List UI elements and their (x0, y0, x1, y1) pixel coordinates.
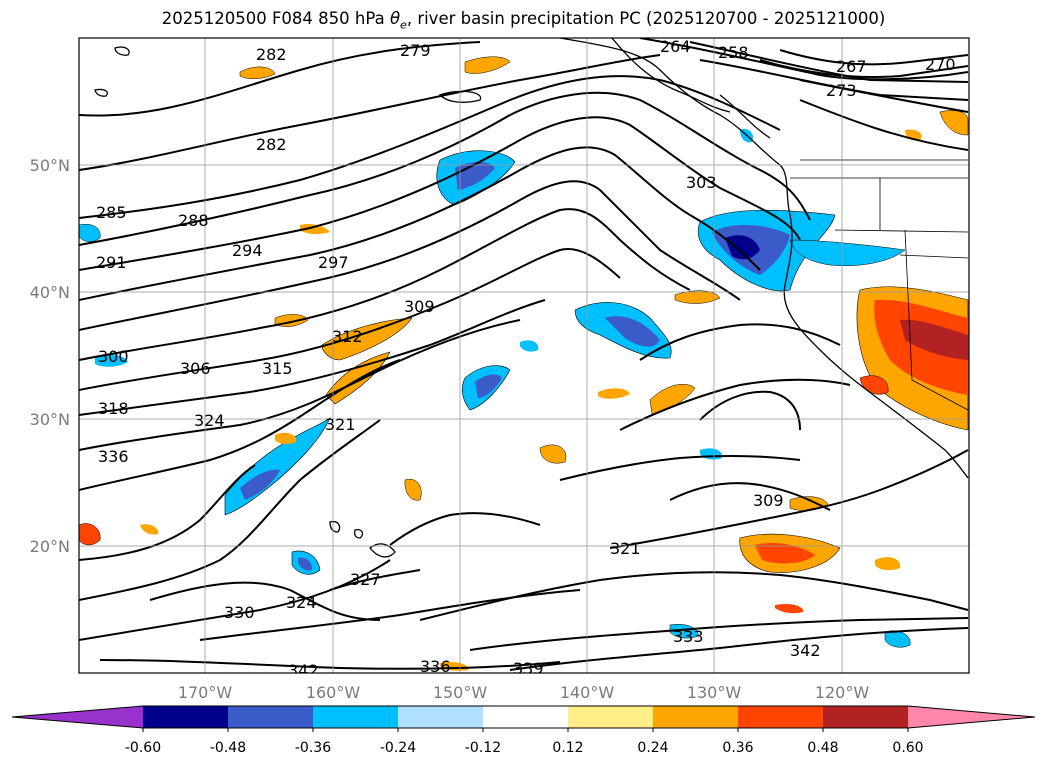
contour-label: 309 (753, 491, 784, 510)
colorbar-tick-label: 0.36 (722, 740, 753, 756)
latitude-tick-labels: 20°N 30°N 40°N 50°N (30, 156, 70, 556)
contour-label: 288 (178, 211, 209, 230)
colorbar-segment (653, 706, 738, 728)
lon-tick: 140°W (560, 683, 615, 702)
contour-label: 342 (288, 661, 319, 680)
contour-label: 264 (660, 37, 691, 56)
plot-frame (78, 37, 970, 674)
map-title: 2025120500 F084 850 hPa θe, river basin … (0, 9, 1047, 31)
colorbar-segment (738, 706, 823, 728)
colorbar-extend-high (908, 706, 1035, 728)
lon-tick: 120°W (815, 683, 870, 702)
contour-label: 324 (286, 593, 317, 612)
colorbar-tick-label: 0.24 (637, 740, 668, 756)
contour-label: 294 (232, 241, 263, 260)
colorbar-segment (228, 706, 313, 728)
lat-tick: 50°N (30, 156, 70, 175)
contour-label: 330 (224, 603, 255, 622)
contour-label: 258 (718, 43, 749, 62)
contour-label: 297 (318, 253, 349, 272)
contour-label: 339 (513, 659, 544, 678)
colorbar-tick-label: 0.12 (552, 740, 583, 756)
contour-label: 282 (256, 135, 287, 154)
contour-label: 285 (96, 203, 127, 222)
contour-label: 312 (332, 327, 363, 346)
contour-label: 282 (256, 45, 287, 64)
contour-label: 279 (400, 41, 431, 60)
contour-label: 270 (925, 55, 956, 74)
lon-tick: 150°W (433, 683, 488, 702)
lat-tick: 20°N (30, 537, 70, 556)
lon-tick: 160°W (306, 683, 361, 702)
contour-labels: 282 279 282 285 288 291 294 297 300 306 … (96, 37, 956, 680)
title-theta-subscript: e (400, 18, 407, 32)
lon-tick: 170°W (178, 683, 233, 702)
contour-label: 306 (180, 359, 211, 378)
contour-label: 273 (826, 81, 857, 100)
contour-label: 342 (790, 641, 821, 660)
contour-label: 336 (420, 657, 451, 676)
title-prefix: 2025120500 F084 850 hPa (161, 9, 390, 28)
colorbar-segment (568, 706, 653, 728)
colorbar-tick-label: 0.60 (892, 740, 923, 756)
contour-label: 303 (686, 173, 717, 192)
lon-tick: 130°W (687, 683, 742, 702)
colorbar-segment (483, 706, 568, 728)
contour-label: 336 (98, 447, 129, 466)
contour-label: 309 (404, 297, 435, 316)
title-suffix: , river basin precipitation PC (20251207… (406, 9, 886, 28)
theta-e-contours (79, 38, 969, 671)
colorbar-tick-label: 0.48 (807, 740, 838, 756)
plot-area (79, 38, 969, 673)
contour-label: 333 (673, 627, 704, 646)
colorbar-segment (398, 706, 483, 728)
contour-label: 324 (194, 411, 225, 430)
colorbar-tick-label: -0.60 (125, 740, 161, 756)
lat-tick: 40°N (30, 283, 70, 302)
contour-label: 267 (836, 57, 867, 76)
contour-label: 321 (325, 415, 356, 434)
colorbar-tick-label: -0.48 (210, 740, 246, 756)
longitude-tick-labels: 170°W 160°W 150°W 140°W 130°W 120°W (178, 683, 870, 702)
colorbar-extend-low (12, 706, 143, 728)
colorbar-tick-label: -0.24 (380, 740, 416, 756)
contour-label: 321 (610, 539, 641, 558)
precip-shading (79, 56, 969, 671)
colorbar-segment (143, 706, 228, 728)
graticule (79, 38, 969, 673)
contour-label: 315 (262, 359, 293, 378)
contour-label: 318 (98, 399, 129, 418)
colorbar: -0.60 -0.48 -0.36 -0.24 -0.12 0.12 0.24 0.36 0.4… (11, 705, 1036, 756)
colorbar-segment (313, 706, 398, 728)
lat-tick: 30°N (30, 410, 70, 429)
colorbar-tick-label: -0.12 (465, 740, 501, 756)
colorbar-segment (823, 706, 908, 728)
contour-label: 327 (350, 570, 381, 589)
colorbar-tick-label: -0.36 (295, 740, 331, 756)
contour-label: 291 (96, 253, 127, 272)
title-theta: θ (389, 9, 401, 28)
contour-label: 300 (98, 347, 129, 366)
coastlines (94, 38, 969, 558)
